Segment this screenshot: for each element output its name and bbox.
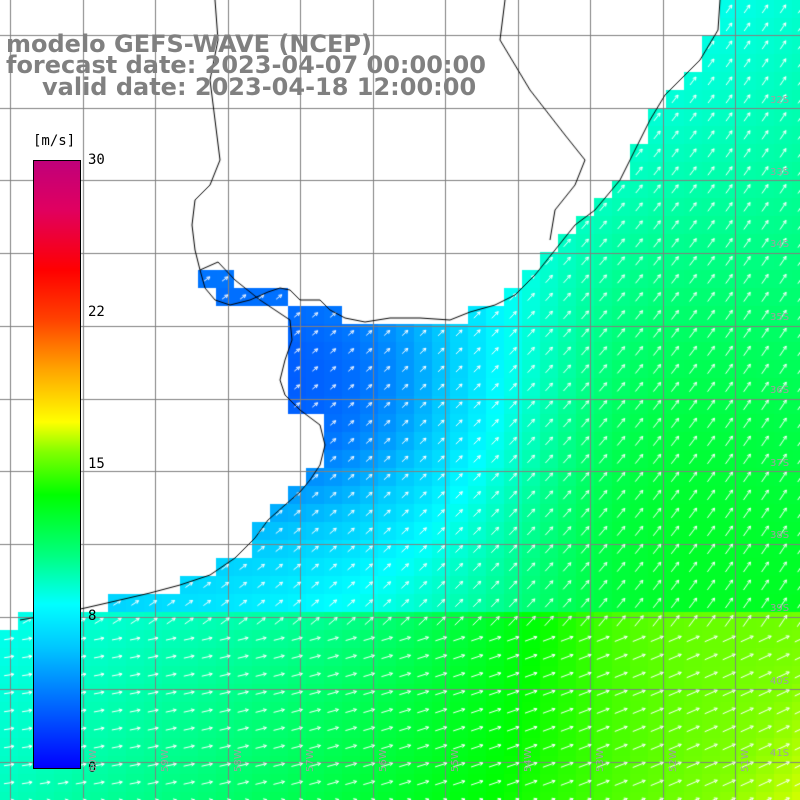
longitude-label: 53W — [595, 749, 606, 772]
colorbar-tick-label: 8 — [88, 608, 97, 624]
colorbar — [33, 160, 81, 769]
latitude-label: 40S — [770, 676, 790, 687]
colorbar-tick-label: 0 — [88, 760, 97, 776]
map-title-valid-date: valid date: 2023-04-18 12:00:00 — [42, 73, 477, 101]
longitude-label: 56W — [378, 749, 389, 772]
latitude-label: 36S — [770, 385, 790, 396]
latitude-label: 32S — [770, 95, 790, 106]
longitude-label: 58W — [233, 749, 244, 772]
colorbar-tick-label: 15 — [88, 456, 105, 472]
colorbar-tick-label: 30 — [88, 152, 105, 168]
map-title-model: modelo GEFS-WAVE (NCEP) — [6, 30, 372, 58]
latitude-label: 33S — [770, 167, 790, 178]
longitude-label: 54W — [523, 749, 534, 772]
latitude-label: 38S — [770, 530, 790, 541]
map-title-forecast-date: forecast date: 2023-04-07 00:00:00 — [6, 51, 486, 79]
latitude-label: 37S — [770, 458, 790, 469]
latitude-label: 35S — [770, 312, 790, 323]
longitude-label: 59W — [160, 749, 171, 772]
latitude-label: 34S — [770, 239, 790, 250]
latitude-label: 39S — [770, 603, 790, 614]
colorbar-tick-label: 22 — [88, 304, 105, 320]
longitude-label: 57W — [305, 749, 316, 772]
latitude-label: 41S — [770, 748, 790, 759]
longitude-label: 60W — [88, 749, 99, 772]
longitude-label: 51W — [740, 749, 751, 772]
longitude-label: 52W — [668, 749, 679, 772]
longitude-label: 55W — [450, 749, 461, 772]
colorbar-unit-label: [m/s] — [33, 133, 76, 149]
